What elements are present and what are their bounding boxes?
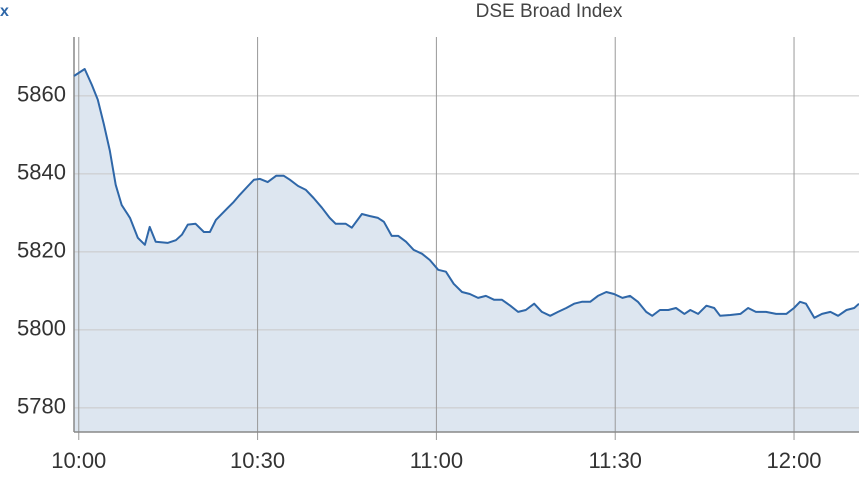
line	[73, 68, 859, 319]
y-tick-label: 5820	[17, 238, 66, 263]
area	[74, 69, 859, 432]
y-tick-label: 5780	[17, 394, 66, 419]
x-tick-label: 10:30	[230, 448, 285, 473]
y-tick-label: 5800	[17, 316, 66, 341]
x-tick-label: 10:00	[51, 448, 106, 473]
x-tick-label: 11:30	[589, 448, 642, 473]
chart-title: DSE Broad Index	[476, 1, 623, 22]
y-tick-label: 5840	[17, 160, 66, 185]
y-tick-label: 5860	[17, 82, 66, 107]
x-tick-label: 11:00	[410, 448, 463, 473]
corner-label: x	[0, 3, 9, 20]
x-tick-label: 12:00	[766, 448, 821, 473]
